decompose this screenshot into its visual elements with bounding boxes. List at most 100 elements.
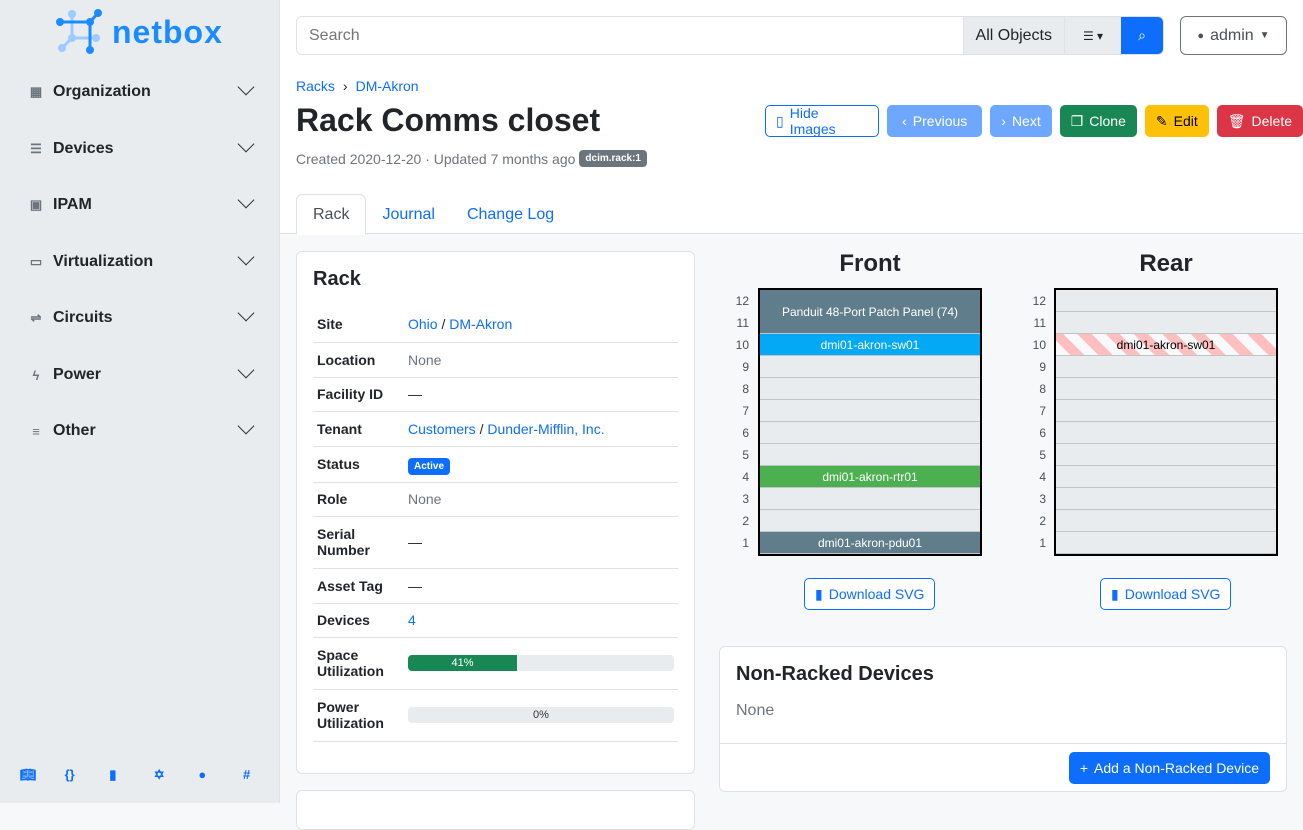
serial-value: — (404, 516, 678, 569)
button-label: Download SVG (1124, 586, 1221, 602)
download-svg-front-button[interactable]: ▮ Download SVG (804, 578, 936, 610)
rack-device[interactable]: dmi01-akron-rtr01 (760, 466, 980, 488)
row-label: Power Utilization (313, 689, 404, 742)
empty-unit[interactable] (760, 400, 980, 422)
search-button[interactable]: ⌕ (1121, 17, 1163, 54)
rack-device[interactable]: dmi01-akron-pdu01 (760, 532, 980, 554)
hide-images-button[interactable]: ▯ Hide Images (765, 105, 880, 137)
next-button[interactable]: › Next (990, 105, 1052, 137)
download-svg-rear-button[interactable]: ▮ Download SVG (1100, 578, 1232, 610)
rack-device[interactable]: dmi01-akron-sw01 (1056, 334, 1276, 356)
tabs: Rack Journal Change Log (296, 194, 570, 235)
search-input[interactable] (297, 17, 963, 54)
nav-power[interactable]: ϟ Power (28, 360, 255, 390)
row-label: Site (313, 307, 404, 343)
region-link[interactable]: Ohio (408, 316, 438, 333)
empty-unit[interactable] (760, 378, 980, 400)
empty-unit[interactable] (1056, 466, 1276, 488)
unit-number: 2 (1039, 514, 1046, 528)
plus-icon: + (1079, 760, 1089, 776)
chevron-down-icon (237, 361, 255, 379)
tenant-group-link[interactable]: Customers (408, 420, 476, 437)
netbox-logo[interactable]: netbox (56, 8, 223, 56)
api-icon[interactable]: {} (64, 767, 75, 782)
row-label: Tenant (313, 411, 404, 447)
empty-unit[interactable] (760, 422, 980, 444)
rack-device[interactable]: dmi01-akron-sw01 (760, 334, 980, 356)
row-label: Location (313, 342, 404, 378)
unit-number: 12 (1032, 294, 1046, 308)
delete-button[interactable]: 🗑︎ Delete (1216, 105, 1303, 137)
empty-unit[interactable] (760, 510, 980, 532)
unit-number: 5 (1039, 448, 1046, 462)
unit-number: 8 (742, 382, 749, 396)
empty-unit[interactable] (1056, 356, 1276, 378)
empty-unit[interactable] (760, 488, 980, 510)
rack-card: Rack Site Ohio / DM-Akron Location None Fa… (296, 251, 695, 774)
empty-unit[interactable] (1056, 422, 1276, 444)
clone-button[interactable]: ❐ Clone (1059, 105, 1137, 137)
nav-label: Devices (53, 140, 114, 157)
unit-number: 9 (1039, 360, 1046, 374)
nav-label: Circuits (53, 309, 113, 326)
card-title: Non-Racked Devices (736, 663, 934, 685)
tenant-link[interactable]: Dunder-Mifflin, Inc. (487, 420, 605, 437)
nav-circuits[interactable]: ⇌ Circuits (28, 303, 255, 333)
tab-journal[interactable]: Journal (382, 205, 435, 223)
filter-dropdown[interactable]: ☰ ▾ (1064, 17, 1121, 54)
logo-icon (56, 9, 102, 54)
ip-icon: ▣ (29, 197, 43, 212)
empty-unit[interactable] (1056, 378, 1276, 400)
rack-device[interactable]: Panduit 48-Port Patch Panel (74) (760, 290, 980, 334)
status-badge: Active (408, 458, 451, 475)
chevron-down-icon (237, 135, 255, 153)
slack-icon[interactable]: # (242, 767, 251, 782)
role-value: None (404, 482, 678, 517)
button-label: Hide Images (789, 105, 836, 137)
empty-unit[interactable] (760, 356, 980, 378)
front-title: Front (839, 250, 901, 277)
empty-unit[interactable] (1056, 400, 1276, 422)
site-link[interactable]: DM-Akron (449, 316, 513, 333)
add-non-racked-device-button[interactable]: + Add a Non-Racked Device (1068, 752, 1270, 784)
tab-changelog[interactable]: Change Log (466, 205, 555, 223)
graphql-icon[interactable]: ✡ (153, 767, 165, 782)
empty-unit[interactable] (1056, 488, 1276, 510)
user-menu[interactable]: ● admin ▼ (1180, 16, 1287, 55)
breadcrumb-racks[interactable]: Racks (296, 78, 335, 94)
empty-unit[interactable] (1056, 532, 1276, 554)
table-row: Serial Number — (313, 516, 678, 569)
table-row: Power Utilization 0% (313, 689, 678, 742)
asset-tag-value: — (404, 568, 678, 604)
empty-unit[interactable] (1056, 444, 1276, 466)
nav-ipam[interactable]: ▣ IPAM (28, 190, 255, 220)
table-row: Facility ID — (313, 377, 678, 412)
progress-label: 0% (533, 709, 549, 721)
row-label: Devices (313, 603, 404, 638)
nav-virtualization[interactable]: ▭ Virtualization (28, 247, 255, 277)
empty-unit[interactable] (760, 444, 980, 466)
previous-button[interactable]: ‹ Previous (887, 105, 983, 137)
github-icon[interactable]: ● (198, 767, 207, 782)
empty-unit[interactable] (1056, 290, 1276, 312)
book-icon[interactable]: 📖︎ (20, 767, 37, 782)
nav-devices[interactable]: ☰ Devices (28, 134, 255, 164)
tab-rack[interactable]: Rack (296, 194, 367, 235)
nav-other[interactable]: ≡ Other (28, 416, 255, 446)
search-scope-select[interactable]: All Objects (962, 17, 1064, 54)
devices-link[interactable]: 4 (408, 612, 416, 628)
empty-unit[interactable] (1056, 312, 1276, 334)
nav-organization[interactable]: ▦ Organization (28, 77, 255, 107)
empty-unit[interactable] (1056, 510, 1276, 532)
user-icon: ● (1197, 29, 1205, 42)
edit-button[interactable]: ✎ Edit (1144, 105, 1209, 137)
chevron-down-icon (237, 191, 255, 209)
rack-rear-elevation: dmi01-akron-sw01 (1054, 288, 1278, 556)
unit-number: 11 (736, 316, 749, 330)
docs-icon[interactable]: ▮ (109, 767, 117, 782)
unit-numbers-rear: 12 11 10 9 8 7 6 5 4 3 2 1 (1026, 290, 1046, 554)
nav-label: Virtualization (53, 253, 154, 270)
next-card (296, 790, 695, 830)
breadcrumb-site[interactable]: DM-Akron (355, 78, 419, 94)
unit-number: 4 (1039, 470, 1046, 484)
